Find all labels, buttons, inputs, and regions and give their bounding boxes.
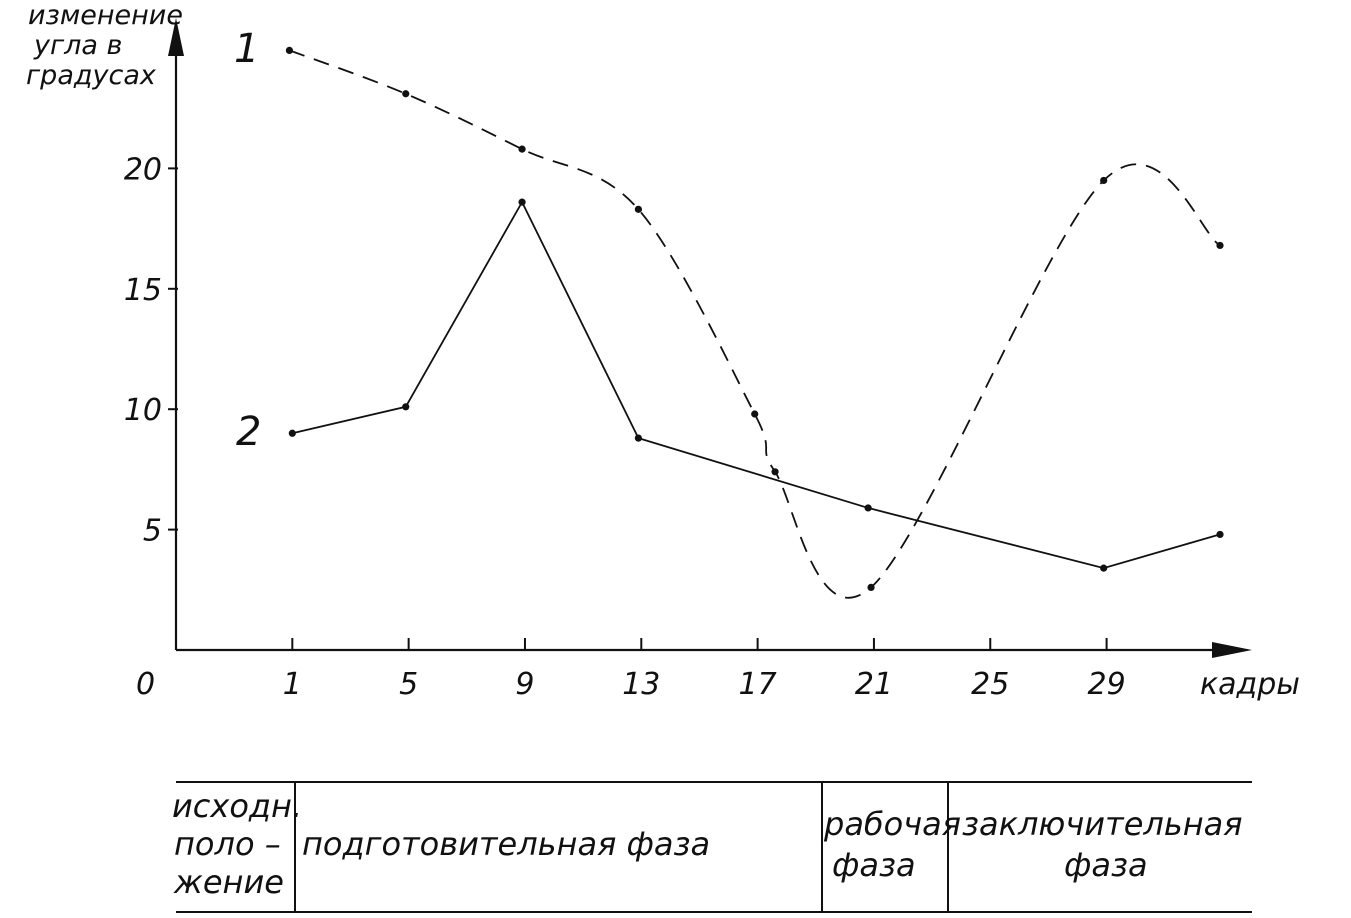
series-2-line: [292, 200, 1221, 570]
y-axis-arrow: [168, 18, 184, 56]
series-2-point-0: [288, 429, 296, 437]
series-2-point-1: [402, 403, 410, 411]
origin-label: 0: [136, 667, 155, 702]
x-tick-label-1: 1: [283, 667, 302, 702]
phase-final-line-1: заключительная: [962, 805, 1242, 843]
y-axis-label-line-2: угла в: [33, 30, 122, 61]
x-tick-label-21: 21: [855, 667, 893, 702]
series-1-point-1: [402, 90, 410, 98]
x-tick-label-9: 9: [515, 667, 534, 702]
series-layer: [285, 46, 1224, 599]
series-2-point-5: [1100, 564, 1108, 572]
x-tick-label-5: 5: [399, 667, 418, 702]
phase-table: исходн. поло – жение подготовительная фа…: [172, 781, 1252, 913]
x-tick-label-13: 13: [622, 667, 660, 702]
y-tick-label-5: 5: [143, 514, 162, 549]
phase-preparatory: подготовительная фаза: [302, 825, 710, 863]
series-1-point-8: [1216, 241, 1224, 250]
phase-initial-line-2: поло –: [174, 825, 281, 863]
x-axis-arrow: [1212, 642, 1252, 658]
y-tick-label-20: 20: [124, 152, 162, 187]
series-1-label: 1: [234, 26, 259, 72]
y-axis-label: изменение угла в градусах: [26, 0, 183, 91]
series-1-point-4: [751, 410, 759, 418]
x-tick-label-17: 17: [739, 667, 777, 702]
series-2-point-2: [518, 198, 526, 206]
series-2-point-6: [1216, 530, 1224, 539]
phase-working-line-2: фаза: [832, 846, 916, 884]
x-tick-label-25: 25: [971, 667, 1009, 702]
phase-working-line-1: рабочая: [823, 805, 961, 843]
series-1-point-0: [285, 46, 294, 55]
axes: [168, 18, 1252, 658]
phase-final-line-2: фаза: [1064, 846, 1148, 884]
phase-initial-line-1: исходн.: [172, 787, 302, 825]
series-1-point-6: [867, 583, 875, 591]
y-axis-label-line-3: градусах: [26, 60, 157, 91]
y-tick-label-15: 15: [124, 273, 162, 308]
series-1-point-2: [518, 145, 526, 153]
series-2-point-4: [864, 504, 872, 512]
x-axis-label: кадры: [1200, 667, 1300, 702]
x-tick-label-29: 29: [1088, 667, 1126, 702]
y-tick-label-10: 10: [124, 393, 162, 428]
series-1-line: [289, 49, 1221, 599]
series-2-label: 2: [236, 409, 261, 455]
y-axis-label-line-1: изменение: [28, 0, 183, 31]
series-1-point-5: [771, 468, 779, 476]
series-2-point-3: [634, 434, 642, 442]
series-1-point-7: [1100, 176, 1108, 185]
series-1-point-3: [634, 205, 642, 213]
phase-initial-line-3: жение: [173, 863, 284, 901]
